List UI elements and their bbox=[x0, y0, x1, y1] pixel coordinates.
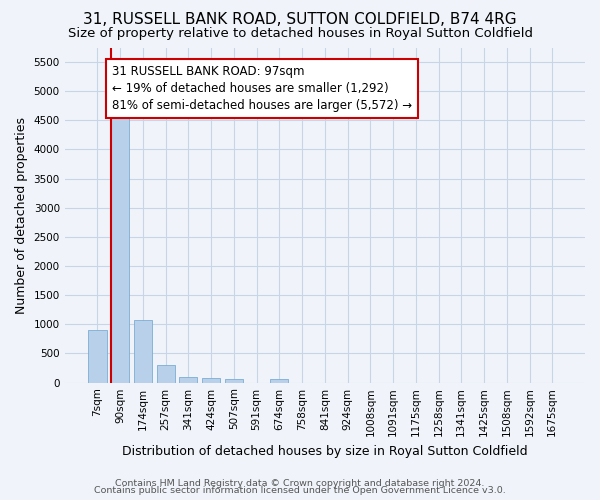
Text: Contains HM Land Registry data © Crown copyright and database right 2024.: Contains HM Land Registry data © Crown c… bbox=[115, 478, 485, 488]
Bar bbox=[157, 365, 175, 382]
Bar bbox=[111, 114, 129, 382]
Bar bbox=[270, 380, 289, 382]
Bar bbox=[225, 380, 243, 382]
Text: 31 RUSSELL BANK ROAD: 97sqm
← 19% of detached houses are smaller (1,292)
81% of : 31 RUSSELL BANK ROAD: 97sqm ← 19% of det… bbox=[112, 65, 412, 112]
Bar bbox=[179, 378, 197, 382]
Text: Contains public sector information licensed under the Open Government Licence v3: Contains public sector information licen… bbox=[94, 486, 506, 495]
Text: 31, RUSSELL BANK ROAD, SUTTON COLDFIELD, B74 4RG: 31, RUSSELL BANK ROAD, SUTTON COLDFIELD,… bbox=[83, 12, 517, 28]
Bar bbox=[202, 378, 220, 382]
Bar bbox=[88, 330, 107, 382]
Bar bbox=[134, 320, 152, 382]
Y-axis label: Number of detached properties: Number of detached properties bbox=[15, 116, 28, 314]
X-axis label: Distribution of detached houses by size in Royal Sutton Coldfield: Distribution of detached houses by size … bbox=[122, 444, 527, 458]
Text: Size of property relative to detached houses in Royal Sutton Coldfield: Size of property relative to detached ho… bbox=[67, 28, 533, 40]
